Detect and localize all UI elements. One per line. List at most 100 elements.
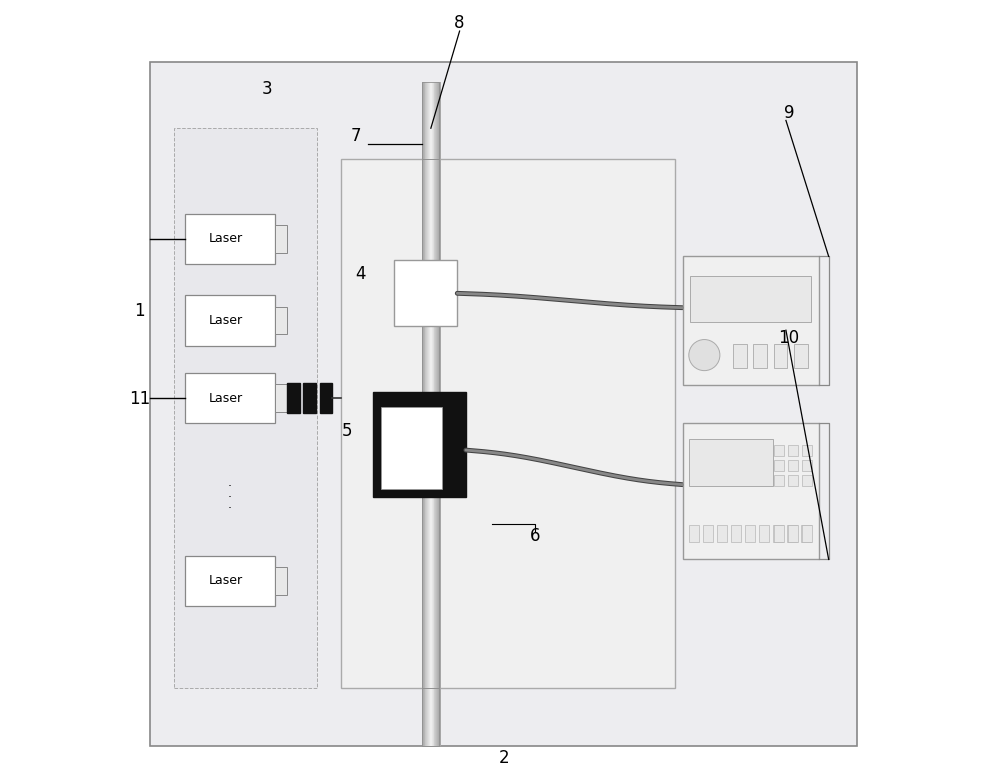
Bar [438, 159, 440, 688]
Bar [174, 128, 317, 688]
Bar [774, 445, 784, 456]
Bar [428, 82, 430, 159]
Bar [434, 688, 436, 746]
Bar [425, 688, 427, 746]
Bar [759, 525, 769, 542]
Bar [150, 62, 857, 746]
Text: Laser: Laser [208, 574, 243, 587]
Bar [435, 82, 437, 159]
Bar [703, 525, 713, 542]
Bar [434, 82, 435, 159]
Bar [425, 159, 427, 688]
Bar [341, 159, 675, 688]
Bar [774, 475, 784, 486]
Bar [426, 82, 428, 159]
Bar [794, 344, 808, 368]
Bar [422, 159, 424, 688]
Bar [320, 383, 332, 413]
Bar [433, 159, 434, 688]
Bar [429, 82, 431, 159]
Text: 7: 7 [351, 127, 362, 145]
Bar [436, 159, 438, 688]
Bar [434, 159, 436, 688]
Bar [683, 423, 819, 559]
Bar [439, 82, 441, 159]
Bar [773, 525, 783, 542]
Text: Laser: Laser [208, 314, 243, 327]
Bar [802, 460, 812, 471]
Text: 1: 1 [134, 301, 145, 320]
Bar [433, 82, 434, 159]
Bar [438, 688, 440, 746]
Bar [423, 688, 424, 746]
Bar [430, 688, 432, 746]
Bar [425, 82, 426, 159]
Text: .
.
.: . . . [228, 476, 232, 511]
Bar [427, 159, 429, 688]
Bar [432, 159, 433, 688]
Text: 11: 11 [129, 389, 150, 408]
Bar [422, 82, 424, 159]
Bar [683, 256, 819, 385]
Bar [430, 159, 432, 688]
Bar [774, 525, 784, 542]
Bar [788, 445, 798, 456]
Text: 3: 3 [262, 80, 272, 99]
Bar [439, 159, 441, 688]
Bar [426, 159, 428, 688]
Bar [430, 82, 432, 159]
Text: 5: 5 [342, 422, 352, 441]
Bar [802, 445, 812, 456]
Bar [432, 688, 433, 746]
Text: Laser: Laser [208, 232, 243, 246]
Bar [774, 460, 784, 471]
Bar [733, 344, 747, 368]
Bar [433, 688, 434, 746]
Bar [788, 525, 798, 542]
Text: 2: 2 [499, 748, 509, 767]
Bar [689, 525, 699, 542]
Bar [425, 82, 427, 159]
Bar [788, 460, 798, 471]
Bar [275, 306, 287, 334]
Bar [788, 475, 798, 486]
Text: Laser: Laser [208, 392, 243, 405]
Bar [439, 688, 441, 746]
Bar [422, 688, 424, 746]
Bar [275, 225, 287, 253]
Text: 10: 10 [778, 329, 800, 347]
Bar [802, 475, 812, 486]
Text: 6: 6 [530, 527, 540, 545]
Bar [425, 159, 426, 688]
Text: 8: 8 [454, 14, 465, 33]
Bar [434, 688, 435, 746]
Bar [422, 82, 439, 159]
Bar [437, 159, 439, 688]
Bar [731, 525, 741, 542]
Bar [801, 525, 811, 542]
Bar [802, 525, 812, 542]
Bar [185, 373, 275, 423]
Bar [422, 688, 439, 746]
Bar [428, 159, 430, 688]
Bar [275, 567, 287, 595]
Bar [423, 159, 424, 688]
Bar [432, 82, 433, 159]
Bar [427, 688, 429, 746]
Bar [381, 407, 442, 489]
Bar [185, 295, 275, 346]
Bar [435, 159, 437, 688]
Bar [438, 82, 440, 159]
Bar [435, 688, 437, 746]
Text: 4: 4 [355, 264, 365, 283]
Bar [428, 688, 430, 746]
Bar [437, 82, 439, 159]
Bar [427, 82, 429, 159]
Circle shape [689, 340, 720, 371]
Bar [774, 344, 787, 368]
Bar [429, 159, 431, 688]
Bar [185, 214, 275, 264]
Text: 9: 9 [784, 103, 794, 122]
Bar [434, 159, 435, 688]
Bar [287, 383, 300, 413]
